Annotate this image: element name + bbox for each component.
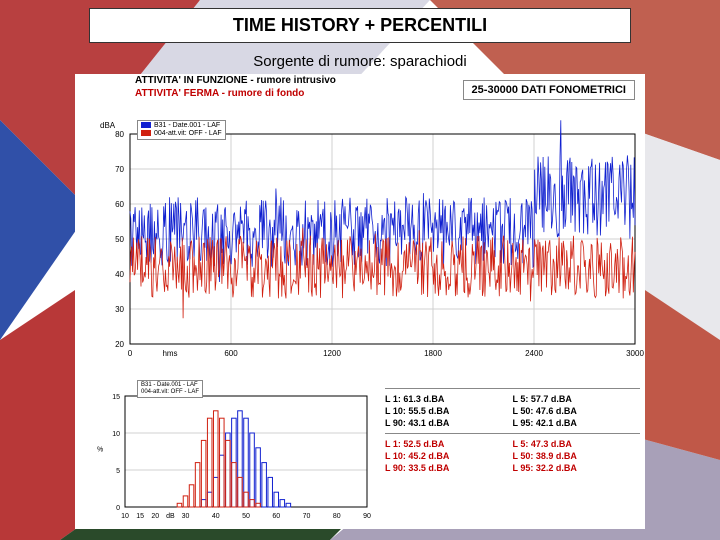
- title-bar: TIME HISTORY + PERCENTILI: [89, 8, 631, 43]
- svg-text:90: 90: [363, 513, 371, 520]
- legend-line-1: ATTIVITA' IN FUNZIONE - rumore intrusivo: [135, 74, 336, 87]
- svg-text:40: 40: [115, 270, 124, 279]
- svg-text:3000: 3000: [626, 349, 644, 358]
- svg-text:60: 60: [272, 513, 280, 520]
- svg-text:600: 600: [224, 349, 238, 358]
- svg-text:20: 20: [115, 340, 124, 349]
- svg-text:80: 80: [115, 130, 124, 139]
- svg-text:30: 30: [182, 513, 190, 520]
- title-text: TIME HISTORY + PERCENTILI: [233, 15, 487, 35]
- svg-text:50: 50: [242, 513, 250, 520]
- svg-text:hms: hms: [162, 349, 177, 358]
- time-history-chart: 20 30 40 50 60 70 80 0 600 1200 1800 2400 3000 dBA hms: [75, 74, 645, 374]
- svg-text:2400: 2400: [525, 349, 543, 358]
- callout-box: 25-30000 DATI FONOMETRICI: [463, 80, 635, 100]
- svg-text:dB: dB: [166, 513, 175, 520]
- svg-text:20: 20: [151, 513, 159, 520]
- svg-text:5: 5: [116, 468, 120, 475]
- svg-text:70: 70: [115, 165, 124, 174]
- svg-text:dBA: dBA: [100, 121, 116, 130]
- hist-legend: B31 - Date.001 - LAF004-att.vit: OFF - L…: [137, 380, 203, 398]
- histogram-chart: 0 5 10 15 10 20 30 40 50 60 70 80 90 15% dB: [75, 374, 375, 529]
- svg-text:15: 15: [112, 394, 120, 401]
- legend-top: ATTIVITA' IN FUNZIONE - rumore intrusivo…: [135, 74, 336, 100]
- svg-text:1800: 1800: [424, 349, 442, 358]
- svg-text:70: 70: [303, 513, 311, 520]
- svg-text:%: %: [97, 447, 103, 454]
- lower-area: B31 - Date.001 - LAF004-att.vit: OFF - L…: [75, 374, 645, 529]
- percentile-table: L 1: 61.3 d.BAL 5: 57.7 d.BAL 10: 55.5 d…: [385, 388, 640, 478]
- svg-text:30: 30: [115, 305, 124, 314]
- svg-text:15: 15: [136, 513, 144, 520]
- svg-text:60: 60: [115, 200, 124, 209]
- svg-text:10: 10: [112, 431, 120, 438]
- svg-text:0: 0: [128, 349, 133, 358]
- svg-text:10: 10: [121, 513, 129, 520]
- legend-line-2: ATTIVITA' FERMA - rumore di fondo: [135, 87, 336, 100]
- svg-text:0: 0: [116, 505, 120, 512]
- subtitle: Sorgente di rumore: sparachiodi: [0, 53, 720, 70]
- svg-text:50: 50: [115, 235, 124, 244]
- svg-text:40: 40: [212, 513, 220, 520]
- svg-text:80: 80: [333, 513, 341, 520]
- histogram-area: B31 - Date.001 - LAF004-att.vit: OFF - L…: [75, 374, 375, 529]
- series-legend: B31 - Date.001 - LAF004-att.vit: OFF - L…: [137, 120, 226, 140]
- main-chart-area: ATTIVITA' IN FUNZIONE - rumore intrusivo…: [75, 74, 645, 374]
- svg-text:1200: 1200: [323, 349, 341, 358]
